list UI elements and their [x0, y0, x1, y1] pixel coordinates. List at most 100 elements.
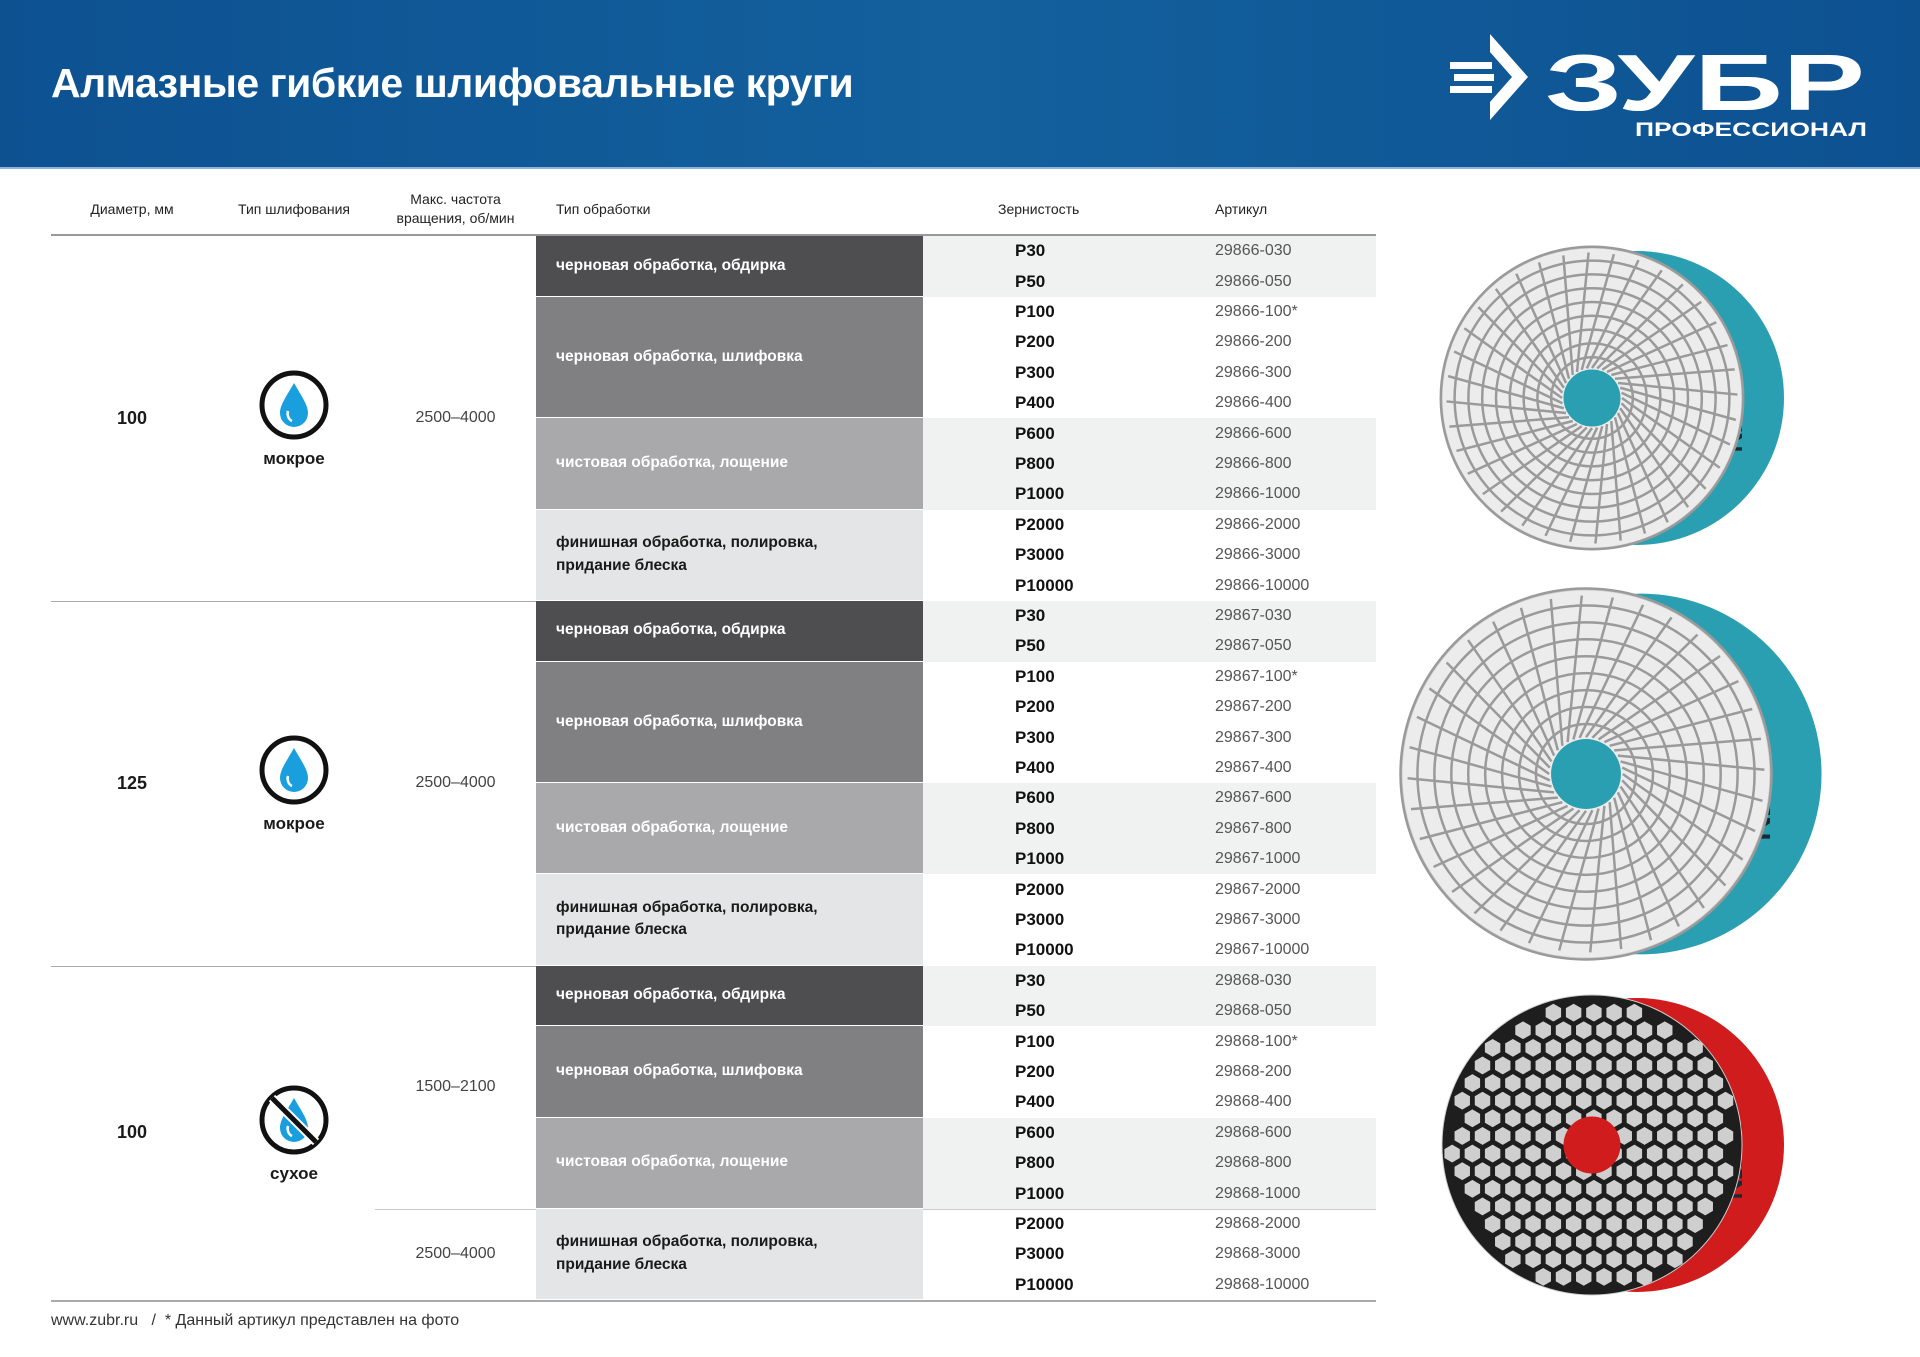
zubr-logo: ЗУБР ПРОФЕССИОНАЛ	[1450, 34, 1867, 141]
process-type-cell: черновая обработка, шлифовка	[536, 296, 923, 419]
col-header-grinding-type: Тип шлифования	[238, 200, 350, 217]
article-number: 29866-2000	[1215, 515, 1301, 533]
article-number: 29866-050	[1215, 272, 1292, 290]
grit-value: P50	[1015, 1001, 1046, 1021]
grit-value: P200	[1015, 332, 1055, 352]
table-row: P1000 29867-1000	[923, 844, 1376, 874]
col-header-max-speed-line1: Макс. частота	[410, 191, 501, 208]
col-header-process: Тип обработки	[556, 200, 651, 217]
grit-value: P1000	[1015, 484, 1065, 504]
grinding-mode-label: мокрое	[263, 449, 325, 469]
water-drop-icon	[258, 734, 330, 806]
footer-site-link[interactable]: www.zubr.ru	[51, 1312, 139, 1329]
article-number: 29867-600	[1215, 789, 1292, 807]
row-band	[923, 783, 1376, 875]
article-number: 29866-3000	[1215, 546, 1301, 564]
grit-value: P200	[1015, 697, 1055, 717]
article-number: 29867-3000	[1215, 910, 1301, 928]
row-band	[923, 418, 1376, 510]
grit-value: P30	[1015, 241, 1046, 261]
table-row: P400 29866-400	[923, 388, 1376, 418]
table-row: P100 29866-100*	[923, 297, 1376, 327]
table-row: P200 29868-200	[923, 1057, 1376, 1087]
process-type-cell: финишная обработка, полировка, придание …	[536, 874, 923, 966]
svg-text:ЗУБР: ЗУБР	[1545, 38, 1865, 127]
process-type-cell: чистовая обработка, лощение	[536, 418, 923, 510]
table-row: P10000 29866-10000	[923, 570, 1376, 600]
page-title: Алмазные гибкие шлифовальные круги	[51, 60, 854, 106]
grit-value: P10000	[1015, 1274, 1074, 1294]
grit-value: P2000	[1015, 879, 1065, 899]
table-row: P50 29866-050	[923, 266, 1376, 296]
diameter-value: 100	[116, 407, 148, 428]
table-row: P800 29868-800	[923, 1148, 1376, 1178]
disc-photo-100-dry: №100	[1441, 994, 1784, 1296]
process-type-cell: черновая обработка, обдирка	[536, 965, 923, 1027]
grit-value: P200	[1015, 1061, 1055, 1081]
process-type-cell: черновая обработка, шлифовка	[536, 1026, 923, 1118]
grinding-mode-label: мокрое	[263, 814, 325, 834]
article-number: 29866-300	[1215, 363, 1292, 381]
process-type-cell: черновая обработка, обдирка	[536, 236, 923, 297]
grit-value: P400	[1015, 1092, 1055, 1112]
table-row: P200 29867-200	[923, 692, 1376, 722]
grit-value: P1000	[1015, 849, 1065, 869]
table-row: P400 29867-400	[923, 753, 1376, 783]
table-row: P800 29866-800	[923, 449, 1376, 479]
grit-value: P400	[1015, 757, 1055, 777]
grit-value: P10000	[1015, 940, 1074, 960]
grit-value: P50	[1015, 271, 1046, 291]
footer-note: * Данный артикул представлен на фото	[164, 1312, 460, 1329]
table-row: P1000 29866-1000	[923, 479, 1376, 509]
grit-value: P30	[1015, 605, 1046, 625]
table-row: P10000 29867-10000	[923, 935, 1376, 965]
article-number: 29867-030	[1215, 606, 1292, 624]
article-number: 29868-800	[1215, 1154, 1292, 1172]
process-type-cell: финишная обработка, полировка, придание …	[536, 1208, 923, 1300]
process-type-cell: черновая обработка, обдирка	[536, 600, 923, 662]
process-type-cell: финишная обработка, полировка, придание …	[536, 509, 923, 601]
col-header-diameter: Диаметр, мм	[90, 200, 174, 217]
grit-value: P2000	[1015, 1213, 1065, 1233]
article-number: 29868-3000	[1215, 1245, 1301, 1263]
table-row: P400 29868-400	[923, 1087, 1376, 1117]
article-number: 29868-600	[1215, 1123, 1292, 1141]
table-row: P800 29867-800	[923, 814, 1376, 844]
article-number: 29866-800	[1215, 454, 1292, 472]
article-number: 29868-1000	[1215, 1184, 1301, 1202]
article-number: 29866-600	[1215, 424, 1292, 442]
table-row: P300 29866-300	[923, 358, 1376, 388]
header-banner: Алмазные гибкие шлифовальные круги ЗУБР …	[0, 0, 1920, 169]
article-number: 29867-2000	[1215, 880, 1301, 898]
max-speed-value: 2500–4000	[415, 1245, 496, 1263]
article-number: 29866-1000	[1215, 485, 1301, 503]
grit-value: P100	[1015, 301, 1055, 321]
article-number: 29868-200	[1215, 1062, 1292, 1080]
table-row: P2000 29866-2000	[923, 510, 1376, 540]
table-row: P2000 29867-2000	[923, 874, 1376, 904]
grit-value: P3000	[1015, 1244, 1065, 1264]
article-number: 29867-300	[1215, 728, 1292, 746]
article-number: 29866-200	[1215, 333, 1292, 351]
grit-value: P800	[1015, 1153, 1055, 1173]
product-photos: №100 №100 №100	[1399, 245, 1822, 1296]
article-number: 29866-400	[1215, 394, 1292, 412]
table-row: P100 29867-100*	[923, 662, 1376, 692]
table-row: P50 29867-050	[923, 631, 1376, 661]
article-number: 29866-030	[1215, 242, 1292, 260]
footer: www.zubr.ru / * Данный артикул представл…	[51, 1312, 459, 1330]
table-row: P600 29866-600	[923, 418, 1376, 448]
water-drop-icon	[258, 369, 330, 441]
col-header-max-speed-line2: вращения, об/мин	[396, 210, 515, 226]
table-row: P600 29868-600	[923, 1118, 1376, 1148]
grit-value: P3000	[1015, 909, 1065, 929]
article-number: 29867-1000	[1215, 850, 1301, 868]
table-row: P600 29867-600	[923, 783, 1376, 813]
grit-value: P3000	[1015, 545, 1065, 565]
table-row: P50 29868-050	[923, 996, 1376, 1026]
section-divider	[51, 1300, 1376, 1302]
article-number: 29868-400	[1215, 1093, 1292, 1111]
article-number: 29867-10000	[1215, 941, 1310, 959]
diameter-value: 125	[116, 772, 148, 793]
grit-value: P600	[1015, 423, 1055, 443]
